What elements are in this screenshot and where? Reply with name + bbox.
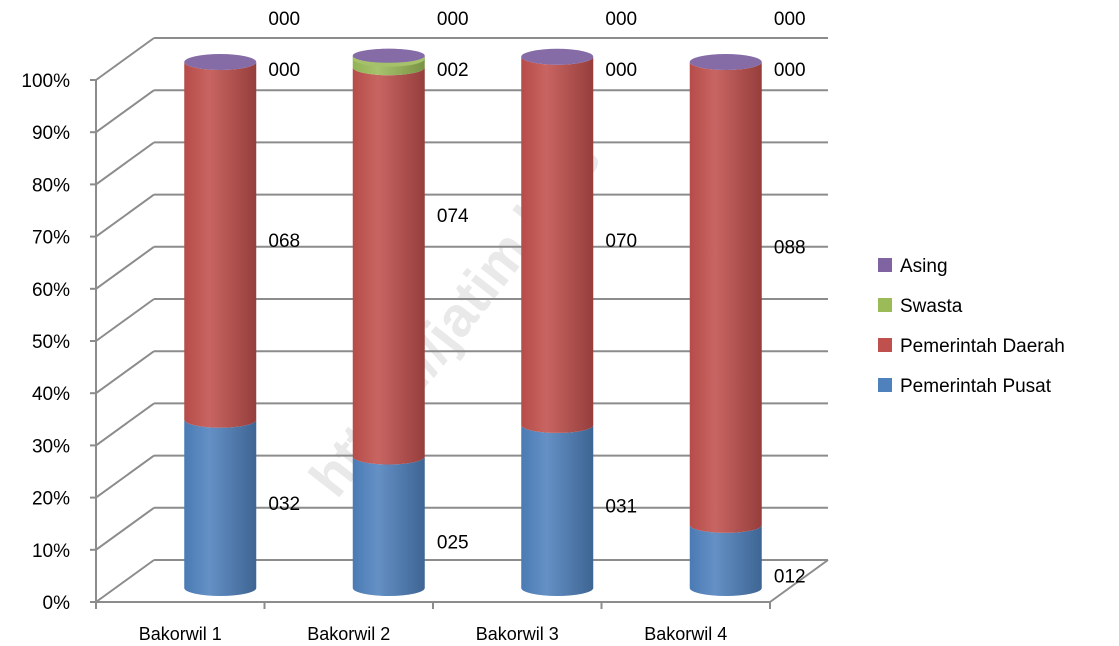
bar-segment [689,524,762,596]
legend-label: Swasta [900,296,963,317]
y-tick-label: 60% [32,280,70,301]
data-label: 002 [437,60,469,81]
data-label: 000 [605,60,637,81]
y-tick-label: 30% [32,436,70,457]
legend-label: Pemerintah Daerah [900,336,1065,357]
data-label: 032 [268,494,300,515]
y-tick-label: 90% [32,123,70,144]
bar-segment [689,62,762,533]
data-label: 000 [605,9,637,30]
bar-segment [352,67,425,465]
data-label: 000 [774,9,806,30]
y-tick-label: 20% [32,489,70,510]
bar-top-cap [184,54,257,70]
y-tick-label: 0% [43,593,71,614]
bar-segment [352,456,425,596]
y-tick-label: 40% [32,384,70,405]
data-label: 031 [605,496,637,517]
bar-segment [184,419,257,596]
legend-label: Asing [900,256,948,277]
legend-swatch [878,258,892,272]
data-label: 068 [268,231,300,252]
x-tick-label: Bakorwil 2 [307,624,390,644]
gridline-diagonal [95,506,155,551]
x-tick-label: Bakorwil 1 [139,624,222,644]
bar-top-cap [521,48,594,65]
legend-swatch [878,378,892,392]
gridline-diagonal [95,245,155,290]
bar-top-cap [689,54,762,70]
gridline-diagonal [95,141,155,186]
bar-segment [521,424,594,596]
axes: 0% 10% 20% 30% 40% 50% 60% 70% 80% 90% 100% Bakorwi… [21,71,829,644]
y-tick-label: 80% [32,175,70,196]
y-tick-label: 10% [32,541,70,562]
gridline-diagonal [95,298,155,342]
gridline-diagonal [95,454,155,499]
legend-swatch [878,338,892,352]
bars [184,48,762,596]
y-tick-label: 70% [32,228,70,249]
y-tick-label: 50% [32,332,70,353]
x-tick-label: Bakorwil 3 [476,624,559,644]
gridline-diagonal [95,402,155,447]
bar-segment [521,56,594,433]
data-label: 070 [605,231,637,252]
gridline-diagonal [95,37,155,81]
data-label: 074 [437,206,469,227]
data-label: 025 [437,532,469,553]
legend: Asing Swasta Pemerintah Daerah Pemerintah P… [878,256,1065,397]
data-label: 000 [437,9,469,30]
gridline-diagonal [95,89,155,134]
legend-label: Pemerintah Pusat [900,376,1052,397]
bar-top-cap [352,48,425,63]
data-label: 000 [774,60,806,81]
legend-swatch [878,298,892,312]
gridline-diagonal [95,559,155,603]
bar-segment [184,62,257,428]
gridline-diagonal [95,193,155,238]
floor-edge [769,559,829,603]
gridline-diagonal [95,350,155,395]
data-label: 000 [268,9,300,30]
x-tick-label: Bakorwil 4 [644,624,727,644]
y-tick-label: 100% [21,71,70,92]
data-label: 012 [774,566,806,587]
data-label: 088 [774,237,806,258]
data-labels: 032 068 000 000 025 074 002 000 031 070 000 000 012 0… [268,9,805,587]
data-label: 000 [268,60,300,81]
